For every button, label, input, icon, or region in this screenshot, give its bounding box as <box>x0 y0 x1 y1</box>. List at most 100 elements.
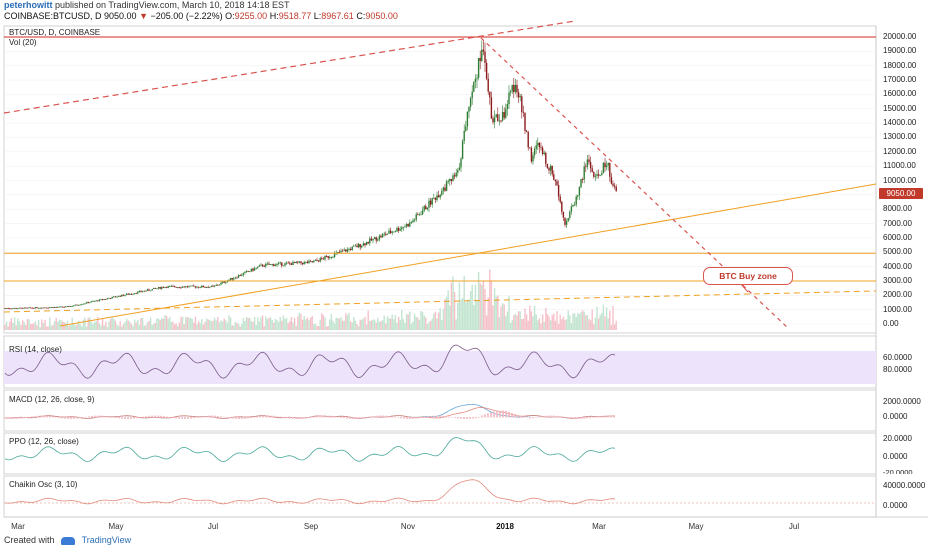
volume-bar <box>493 288 496 330</box>
candle-body <box>301 263 304 265</box>
volume-bar <box>476 300 478 330</box>
volume-bar <box>417 317 419 330</box>
candle-body <box>405 224 408 227</box>
candle-body <box>311 261 313 263</box>
candle-body <box>562 211 565 218</box>
macd-histogram-bar <box>235 417 237 419</box>
macd-histogram-bar <box>208 415 210 418</box>
x-tick: Jul <box>788 522 800 531</box>
candle-body <box>316 259 318 261</box>
candle-body <box>397 227 400 231</box>
tradingview-logo-icon[interactable] <box>61 536 76 545</box>
candle-body <box>297 261 299 263</box>
macd-histogram-bar <box>550 415 552 418</box>
volume-bar <box>433 313 435 330</box>
macd-histogram-bar <box>562 416 564 418</box>
candle-body <box>165 286 168 288</box>
candle-body <box>471 91 473 99</box>
volume-bar <box>165 315 168 330</box>
volume-bar <box>175 323 177 330</box>
volume-bar <box>124 321 126 330</box>
candle-body <box>538 142 541 148</box>
dashed-resistance-line <box>3 20 576 114</box>
macd-histogram-bar <box>514 413 516 418</box>
chaikin-tick: 40000.0000 <box>883 481 926 490</box>
macd-histogram-bar <box>94 415 96 418</box>
macd-histogram-bar <box>343 417 345 419</box>
volume-bar <box>404 322 406 330</box>
candle-body <box>394 231 397 233</box>
author-link[interactable]: peterhowitt <box>4 0 53 10</box>
candle-body <box>89 302 91 304</box>
macd-histogram-bar <box>421 417 423 418</box>
volume-bar <box>503 304 505 330</box>
volume-bar <box>209 319 211 330</box>
candle-body <box>439 194 441 198</box>
candle-body <box>132 293 134 295</box>
volume-bar <box>276 319 278 330</box>
candle-body <box>197 286 200 288</box>
candle-body <box>449 179 451 182</box>
candle-body <box>466 111 469 127</box>
tradingview-brand[interactable]: TradingView <box>81 535 132 545</box>
volume-bar <box>15 325 17 330</box>
candle-body <box>389 230 392 233</box>
macd-histogram-bar <box>517 414 519 418</box>
macd-histogram-bar <box>289 417 291 419</box>
volume-bar <box>185 317 187 330</box>
candle-body <box>209 286 211 288</box>
candle-body <box>349 248 352 250</box>
volume-bar <box>362 318 365 330</box>
volume-bar <box>461 297 464 330</box>
volume-bar <box>130 323 133 330</box>
candle-body <box>612 183 614 186</box>
volume-bar <box>452 276 454 330</box>
candle-body <box>250 268 253 272</box>
candle-body <box>385 233 387 235</box>
candle-body <box>489 91 491 98</box>
macd-histogram-bar <box>547 415 549 418</box>
macd-histogram-bar <box>607 415 609 418</box>
macd-histogram-bar <box>481 415 483 418</box>
candle-body <box>468 106 470 112</box>
volume-bar <box>393 319 395 330</box>
macd-histogram-bar <box>52 416 54 418</box>
macd-histogram-bar <box>292 417 294 419</box>
volume-bar <box>426 324 429 330</box>
candle-body <box>20 307 22 309</box>
volume-bar <box>354 320 357 330</box>
candle-body <box>218 284 221 286</box>
candle-body <box>76 304 78 306</box>
volume-bar <box>239 326 241 330</box>
candle-body <box>82 303 85 305</box>
volume-bar <box>233 325 235 330</box>
volume-bar <box>562 316 565 330</box>
volume-bar <box>258 321 261 330</box>
volume-bar <box>543 321 545 330</box>
volume-bar <box>468 299 470 330</box>
candle-body <box>535 145 537 149</box>
macd-histogram-bar <box>82 417 84 418</box>
candle-body <box>145 290 147 292</box>
volume-bar <box>340 317 342 330</box>
candle-body <box>589 162 592 169</box>
volume-bar <box>231 325 233 330</box>
candle-body <box>500 120 502 122</box>
candle-body <box>276 263 278 266</box>
volume-bar <box>394 314 397 330</box>
macd-histogram-bar <box>334 416 336 418</box>
candle-body <box>556 181 558 185</box>
ppo-line <box>4 437 616 462</box>
candle-body <box>215 284 217 286</box>
candle-body <box>258 265 261 267</box>
low-value: 8967.61 <box>321 11 354 21</box>
buy-zone-callout: BTC Buy zone <box>703 267 793 285</box>
candle-body <box>90 301 93 303</box>
volume-bar <box>140 317 142 330</box>
macd-histogram-bar <box>316 416 318 418</box>
volume-bar <box>133 319 136 330</box>
volume-bar <box>281 320 283 330</box>
candle-body <box>106 298 109 300</box>
volume-bar <box>39 327 41 330</box>
